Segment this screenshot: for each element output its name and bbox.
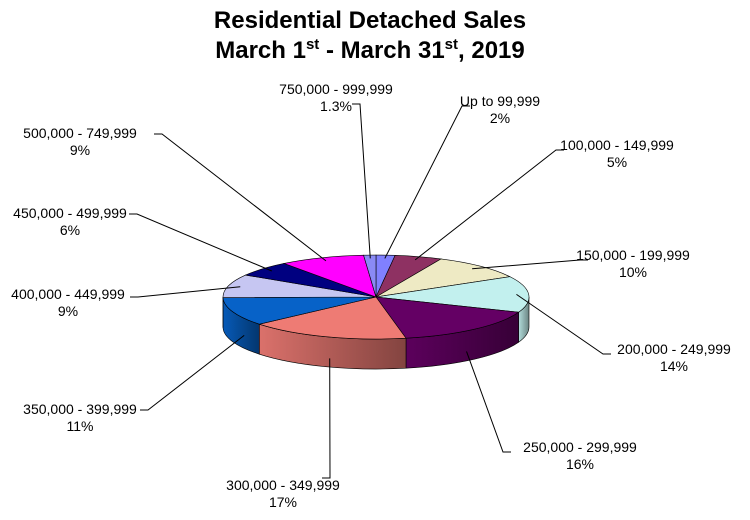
slice-value-label: 2% [490, 110, 510, 126]
leader-line [352, 103, 371, 259]
pie-slice [375, 296, 520, 339]
slice-value-label: 10% [619, 264, 647, 280]
slice-value-label: 6% [60, 222, 80, 238]
pie-tops [222, 254, 530, 340]
slice-label: 100,000 - 149,999 [560, 137, 674, 153]
slice-label: 200,000 - 249,999 [617, 341, 731, 357]
slice-value-label: 1.3% [320, 98, 352, 114]
slice-value-label: 11% [67, 418, 94, 434]
leader-line [154, 133, 327, 262]
pie-slice [222, 274, 377, 298]
slice-value-label: 9% [58, 303, 78, 319]
leader-line [140, 335, 245, 411]
slice-label: 750,000 - 999,999 [279, 81, 393, 97]
pie-slice [222, 296, 377, 325]
leader-line [322, 358, 331, 479]
leader-line [472, 259, 588, 270]
slice-value-label: 16% [566, 456, 594, 472]
slice-label: 400,000 - 449,999 [11, 286, 125, 302]
leader-line [414, 149, 564, 261]
slice-label: Up to 99,999 [460, 93, 540, 109]
leader-line [130, 286, 241, 298]
pie-leaders [129, 103, 611, 479]
slice-label: 250,000 - 299,999 [523, 439, 637, 455]
slice-label: 150,000 - 199,999 [576, 247, 690, 263]
chart-title: Residential Detached Sales [214, 7, 526, 34]
slice-label: 350,000 - 399,999 [23, 401, 137, 417]
slice-value-label: 9% [70, 142, 90, 158]
slice-value-label: 5% [607, 154, 627, 170]
chart-subtitle: March 1st - March 31st, 2019 [215, 36, 525, 64]
slice-label: 300,000 - 349,999 [226, 477, 340, 493]
pie-slice [375, 276, 530, 313]
pie-slice [258, 296, 407, 340]
slice-value-label: 14% [660, 358, 688, 374]
leader-line [516, 293, 611, 355]
leader-line [384, 105, 470, 259]
slice-label: 500,000 - 749,999 [23, 125, 137, 141]
slice-label: 450,000 - 499,999 [13, 205, 127, 221]
slice-value-label: 17% [269, 494, 297, 510]
leader-line [129, 213, 273, 272]
leader-line [466, 351, 511, 453]
